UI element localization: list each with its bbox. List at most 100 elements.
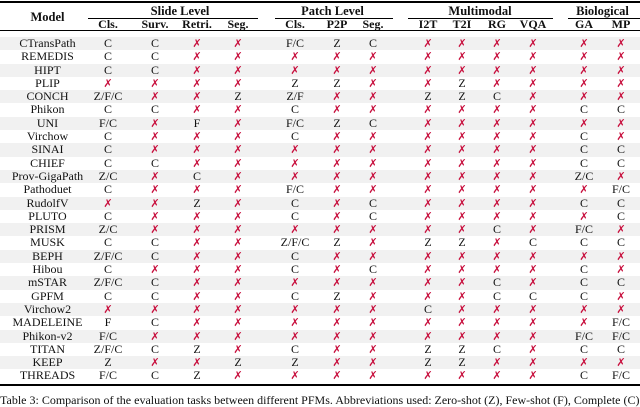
table-row: CHIEF C C ✗ ✗ ✗ ✗ ✗ ✗ ✗ ✗ ✗ C C	[0, 155, 640, 170]
table-row: SINAI C ✗ ✗ ✗ ✗ ✗ ✗ ✗ ✗ ✗ ✗ C C	[0, 142, 640, 157]
cell-slide-cls: C	[103, 142, 112, 157]
cross-mark-icon: ✗	[150, 183, 160, 197]
cross-mark-icon: ✗	[332, 329, 342, 343]
cross-mark-icon: ✗	[616, 302, 626, 316]
cross-mark-icon: ✗	[492, 236, 502, 250]
cross-mark-icon: ✗	[368, 183, 378, 197]
cross-mark-icon: ✗	[368, 356, 378, 370]
table-body: CTransPath C C ✗ ✗ F/C Z C ✗ ✗ ✗ ✗ ✗ ✗ REMEDIS C C ✗ ✗ ✗ ✗ ✗ ✗…	[0, 36, 640, 383]
cell-slide-surv: C	[150, 368, 159, 383]
cross-mark-icon: ✗	[492, 316, 502, 330]
cell-patch-seg: C	[368, 115, 377, 130]
cross-mark-icon: ✗	[457, 130, 467, 144]
cross-mark-icon: ✗	[423, 130, 433, 144]
cross-mark-icon: ✗	[423, 116, 433, 130]
cross-mark-icon: ✗	[332, 209, 342, 223]
cross-mark-icon: ✗	[290, 156, 300, 170]
table-row: CTransPath C C ✗ ✗ F/C Z C ✗ ✗ ✗ ✗ ✗ ✗	[0, 36, 640, 51]
cross-mark-icon: ✗	[233, 183, 243, 197]
table-row: KEEP Z ✗ ✗ Z Z ✗ ✗ Z Z ✗ ✗ ✗ ✗	[0, 355, 640, 370]
cross-mark-icon: ✗	[332, 143, 342, 157]
model-name-cell: THREADS	[19, 368, 76, 383]
cross-mark-icon: ✗	[332, 169, 342, 183]
cell-t2i: Z	[458, 235, 466, 250]
cross-mark-icon: ✗	[528, 249, 538, 263]
cross-mark-icon: ✗	[192, 143, 202, 157]
cross-mark-icon: ✗	[492, 302, 502, 316]
cross-mark-icon: ✗	[457, 37, 467, 50]
cell-slide-cls: C	[103, 155, 112, 170]
table-row: TITAN Z/F/C C Z ✗ C ✗ ✗ Z Z C ✗ C C	[0, 341, 640, 356]
model-name-cell: CHIEF	[30, 155, 65, 170]
cross-mark-icon: ✗	[368, 302, 378, 316]
cross-mark-icon: ✗	[423, 276, 433, 290]
cross-mark-icon: ✗	[150, 209, 160, 223]
cross-mark-icon: ✗	[528, 63, 538, 77]
cell-patch-cls: C	[290, 195, 299, 210]
cross-mark-icon: ✗	[150, 356, 160, 370]
cross-mark-icon: ✗	[150, 263, 160, 277]
cross-mark-icon: ✗	[368, 156, 378, 170]
cross-mark-icon: ✗	[616, 63, 626, 77]
col-header-ga: GA	[575, 17, 593, 31]
cross-mark-icon: ✗	[579, 50, 589, 64]
cross-mark-icon: ✗	[423, 156, 433, 170]
cross-mark-icon: ✗	[492, 263, 502, 277]
cross-mark-icon: ✗	[423, 37, 433, 50]
cell-slide-cls: C	[103, 208, 112, 223]
cross-mark-icon: ✗	[290, 223, 300, 237]
cross-mark-icon: ✗	[457, 329, 467, 343]
cross-mark-icon: ✗	[368, 249, 378, 263]
cross-mark-icon: ✗	[457, 183, 467, 197]
cell-slide-cls: Z/F/C	[93, 248, 123, 263]
cross-mark-icon: ✗	[192, 356, 202, 370]
cross-mark-icon: ✗	[457, 209, 467, 223]
cross-mark-icon: ✗	[616, 356, 626, 370]
cell-slide-cls: C	[103, 36, 112, 50]
cell-rg: C	[492, 89, 501, 104]
cross-mark-icon: ✗	[192, 130, 202, 144]
cross-mark-icon: ✗	[233, 63, 243, 77]
cross-mark-icon: ✗	[528, 76, 538, 90]
cell-patch-seg: C	[368, 262, 377, 277]
cross-mark-icon: ✗	[528, 196, 538, 210]
cross-mark-icon: ✗	[616, 50, 626, 64]
cross-mark-icon: ✗	[332, 249, 342, 263]
group-header-patch-level: Patch Level	[301, 4, 364, 18]
table-row: BEPH Z/F/C C ✗ ✗ C ✗ ✗ ✗ ✗ ✗ ✗ ✗ ✗	[0, 248, 640, 264]
cross-mark-icon: ✗	[332, 316, 342, 330]
cross-mark-icon: ✗	[290, 329, 300, 343]
cross-mark-icon: ✗	[457, 263, 467, 277]
header-bottom-rule	[0, 30, 640, 31]
cell-mp: F/C	[611, 368, 630, 383]
cell-patch-cls: Z	[291, 355, 299, 370]
cell-patch-seg: C	[368, 195, 377, 210]
cross-mark-icon: ✗	[233, 276, 243, 290]
cross-mark-icon: ✗	[332, 223, 342, 237]
cross-mark-icon: ✗	[150, 116, 160, 130]
table-row: THREADS F/C C Z ✗ ✗ ✗ ✗ ✗ ✗ ✗ ✗ C F/C	[0, 368, 640, 383]
cross-mark-icon: ✗	[233, 37, 243, 50]
model-name-cell: TITAN	[29, 341, 66, 356]
cell-patch-cls: C	[290, 341, 299, 356]
cell-slide-retri: C	[192, 168, 201, 183]
cross-mark-icon: ✗	[457, 369, 467, 383]
cell-patch-p2p: Z	[333, 75, 341, 90]
cross-mark-icon: ✗	[423, 289, 433, 303]
cross-mark-icon: ✗	[192, 50, 202, 64]
cell-mp: C	[616, 235, 625, 250]
cross-mark-icon: ✗	[192, 183, 202, 197]
cross-mark-icon: ✗	[368, 130, 378, 144]
cross-mark-icon: ✗	[528, 37, 538, 50]
table-row: PLUTO C ✗ ✗ ✗ C ✗ C ✗ ✗ ✗ ✗ ✗ C	[0, 208, 640, 223]
cell-slide-cls: F/C	[98, 368, 117, 383]
cell-patch-p2p: Z	[333, 36, 341, 50]
col-header-slide-cls: Cls.	[98, 17, 118, 31]
table-row: UNI F/C ✗ F ✗ F/C Z C ✗ ✗ ✗ ✗ ✗ ✗	[0, 115, 640, 131]
cross-mark-icon: ✗	[192, 289, 202, 303]
cross-mark-icon: ✗	[616, 223, 626, 237]
cell-slide-cls: Z/F/C	[93, 275, 123, 290]
cell-mp: C	[616, 195, 625, 210]
cell-rg: C	[492, 222, 501, 237]
col-header-slide-retri: Retri.	[182, 17, 212, 31]
